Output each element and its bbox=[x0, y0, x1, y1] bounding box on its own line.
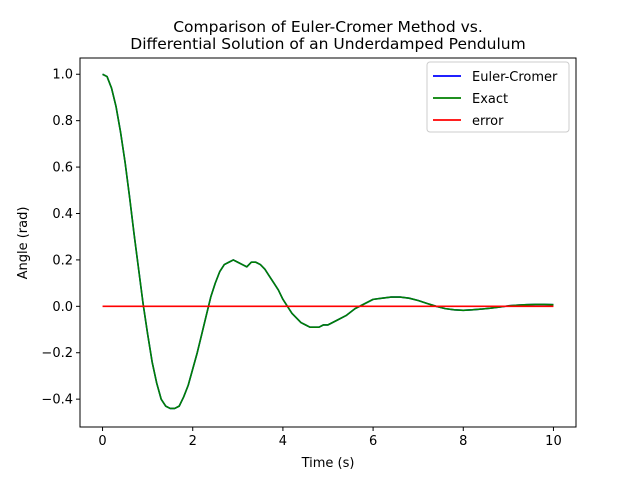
y-tick-label: 0.4 bbox=[52, 207, 73, 222]
x-tick-label: 4 bbox=[279, 434, 287, 449]
legend-label: Euler-Cromer bbox=[472, 70, 558, 85]
series-line-exact bbox=[102, 73, 554, 410]
legend-label: Exact bbox=[472, 92, 508, 107]
x-tick-label: 2 bbox=[189, 434, 197, 449]
chart-title-line-2: Differential Solution of an Underdamped … bbox=[130, 35, 525, 53]
x-tick-label: 8 bbox=[459, 434, 467, 449]
legend-label: error bbox=[472, 114, 504, 129]
y-tick-label: 0.0 bbox=[52, 300, 73, 315]
x-axis-label: Time (s) bbox=[301, 456, 355, 471]
y-tick-label: 0.6 bbox=[52, 161, 73, 176]
axes-frame bbox=[79, 57, 577, 428]
y-tick-label: 1.0 bbox=[52, 68, 73, 83]
chart-title-line-1: Comparison of Euler-Cromer Method vs. bbox=[173, 18, 483, 36]
y-tick-label: 0.2 bbox=[52, 253, 73, 268]
y-tick-label: −0.2 bbox=[41, 346, 73, 361]
y-tick-label: 0.8 bbox=[52, 114, 73, 129]
plot-area: 0 2 4 6 8 10 −0.4 −0.2 0.0 0.2 0.4 0.6 0.8 1.0 bbox=[41, 57, 577, 449]
x-tick-label: 10 bbox=[545, 434, 562, 449]
legend: Euler-Cromer Exact error bbox=[426, 61, 570, 133]
legend-box bbox=[426, 61, 570, 133]
x-tick-label: 0 bbox=[98, 434, 106, 449]
y-axis-label: Angle (rad) bbox=[16, 207, 31, 280]
x-tick-label: 6 bbox=[369, 434, 377, 449]
y-tick-label: −0.4 bbox=[41, 393, 73, 408]
